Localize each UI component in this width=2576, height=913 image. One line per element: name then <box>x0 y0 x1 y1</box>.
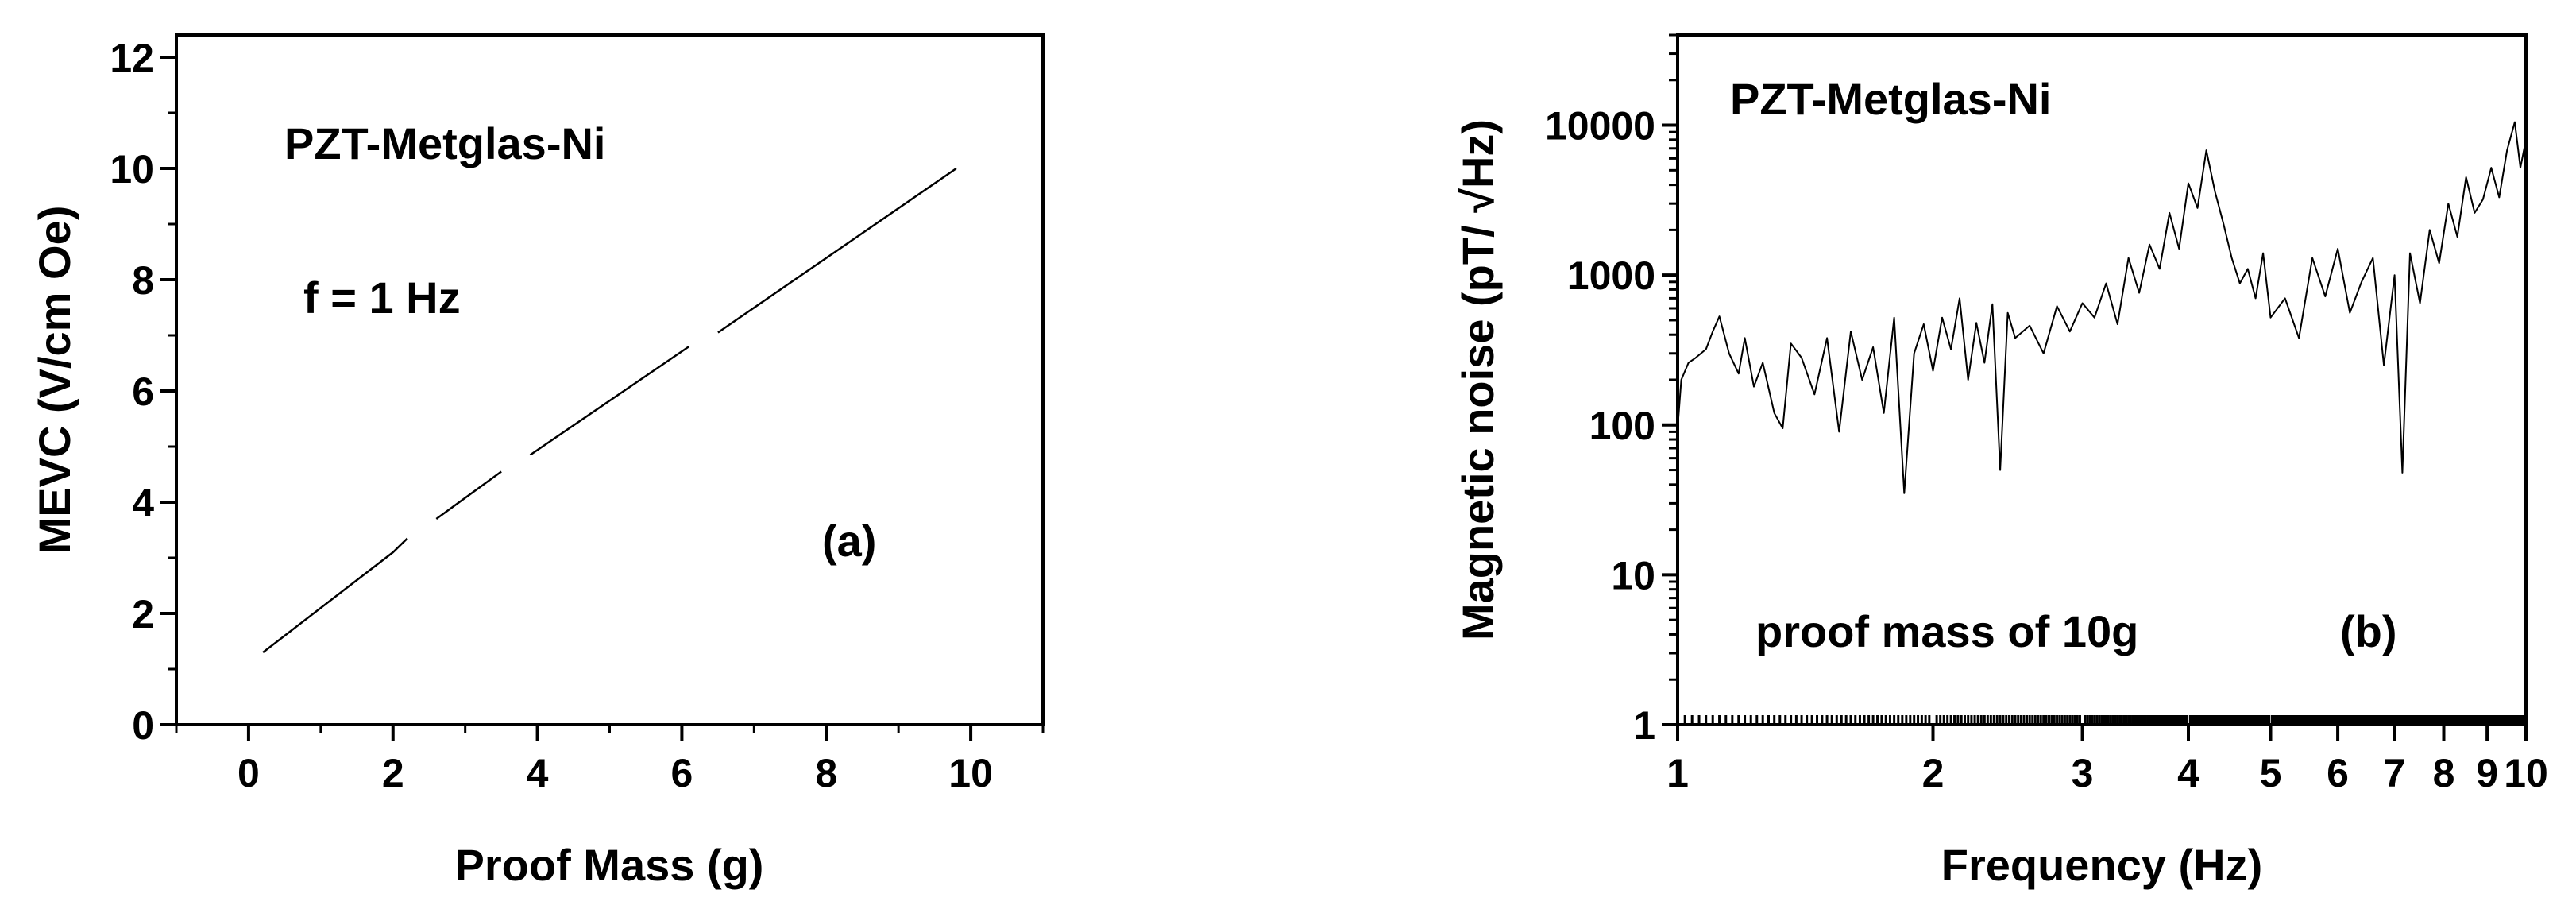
chart-a-x-tick-label: 8 <box>815 751 837 795</box>
chart-b-x-tick-label: 9 <box>2476 751 2498 795</box>
chart-a-y-tick-label: 0 <box>132 703 154 748</box>
chart-a-y-tick-label: 2 <box>132 592 154 636</box>
chart-a-ticks: 0 2 4 6 8 10 0 2 4 6 8 10 12 <box>110 36 1045 795</box>
chart-b-y-axis-title: Magnetic noise (pT/ √Hz) <box>1453 119 1503 640</box>
chart-a-x-tick-label: 0 <box>238 751 260 795</box>
chart-b-noise-spectrum-line <box>1677 121 2527 494</box>
chart-b-y-tick-label: 1000 <box>1567 253 1655 298</box>
chart-b-y-tick-label: 100 <box>1589 404 1655 448</box>
chart-b-x-tick-label: 10 <box>2504 751 2548 795</box>
chart-a-x-tick-label: 4 <box>527 751 549 795</box>
chart-b-annotation-proof-mass: proof mass of 10g <box>1755 606 2138 656</box>
chart-a-x-tick-label: 2 <box>382 751 404 795</box>
chart-a-series <box>262 167 957 653</box>
chart-a-annotation-frequency: f = 1 Hz <box>303 273 461 323</box>
chart-a-series-line-segment <box>262 537 408 653</box>
chart-a-y-tick-label: 10 <box>110 147 154 191</box>
chart-b-annotation-material: PZT-Metglas-Ni <box>1730 74 2051 124</box>
chart-b-annotation-panel-label: (b) <box>2340 606 2397 656</box>
chart-a-series-line-segment <box>717 167 957 334</box>
chart-b-x-tick-label: 2 <box>1922 751 1945 795</box>
chart-a-x-axis-title: Proof Mass (g) <box>455 840 764 890</box>
chart-a-annotation-panel-label: (a) <box>822 516 876 566</box>
chart-b-x-tick-label: 7 <box>2384 751 2406 795</box>
chart-b-y-tick-label: 1 <box>1633 703 1655 748</box>
chart-a-y-tick-label: 12 <box>110 36 154 80</box>
chart-b-x-axis-title: Frequency (Hz) <box>1941 840 2263 890</box>
chart-b-y-tick-label: 10000 <box>1545 104 1655 149</box>
chart-b-x-tick-label: 6 <box>2327 751 2349 795</box>
chart-b-x-tick-label: 8 <box>2433 751 2455 795</box>
chart-b-x-tick-label: 3 <box>2072 751 2094 795</box>
chart-b-x-tick-label: 1 <box>1666 751 1689 795</box>
chart-a-y-axis-title: MEVC (V/cm Oe) <box>29 206 79 555</box>
chart-a-y-tick-label: 6 <box>132 369 154 414</box>
chart-a-x-tick-label: 10 <box>948 751 993 795</box>
chart-b-series <box>1677 121 2527 494</box>
chart-a-x-tick-label: 6 <box>671 751 693 795</box>
chart-b-y-tick-label: 10 <box>1611 553 1655 598</box>
chart-b-x-tick-label: 4 <box>2177 751 2199 795</box>
chart-a-series-line-segment <box>435 470 502 520</box>
chart-b-x-tick-label: 5 <box>2260 751 2282 795</box>
chart-a-y-tick-label: 4 <box>132 481 154 525</box>
chart-panel-a: 0 2 4 6 8 10 0 2 4 6 8 10 12 Proof Mass (g) MEVC (V/… <box>29 33 1045 890</box>
chart-a-y-tick-label: 8 <box>132 258 154 303</box>
chart-a-series-line-segment <box>529 345 690 456</box>
chart-a-annotation-material: PZT-Metglas-Ni <box>284 118 605 168</box>
